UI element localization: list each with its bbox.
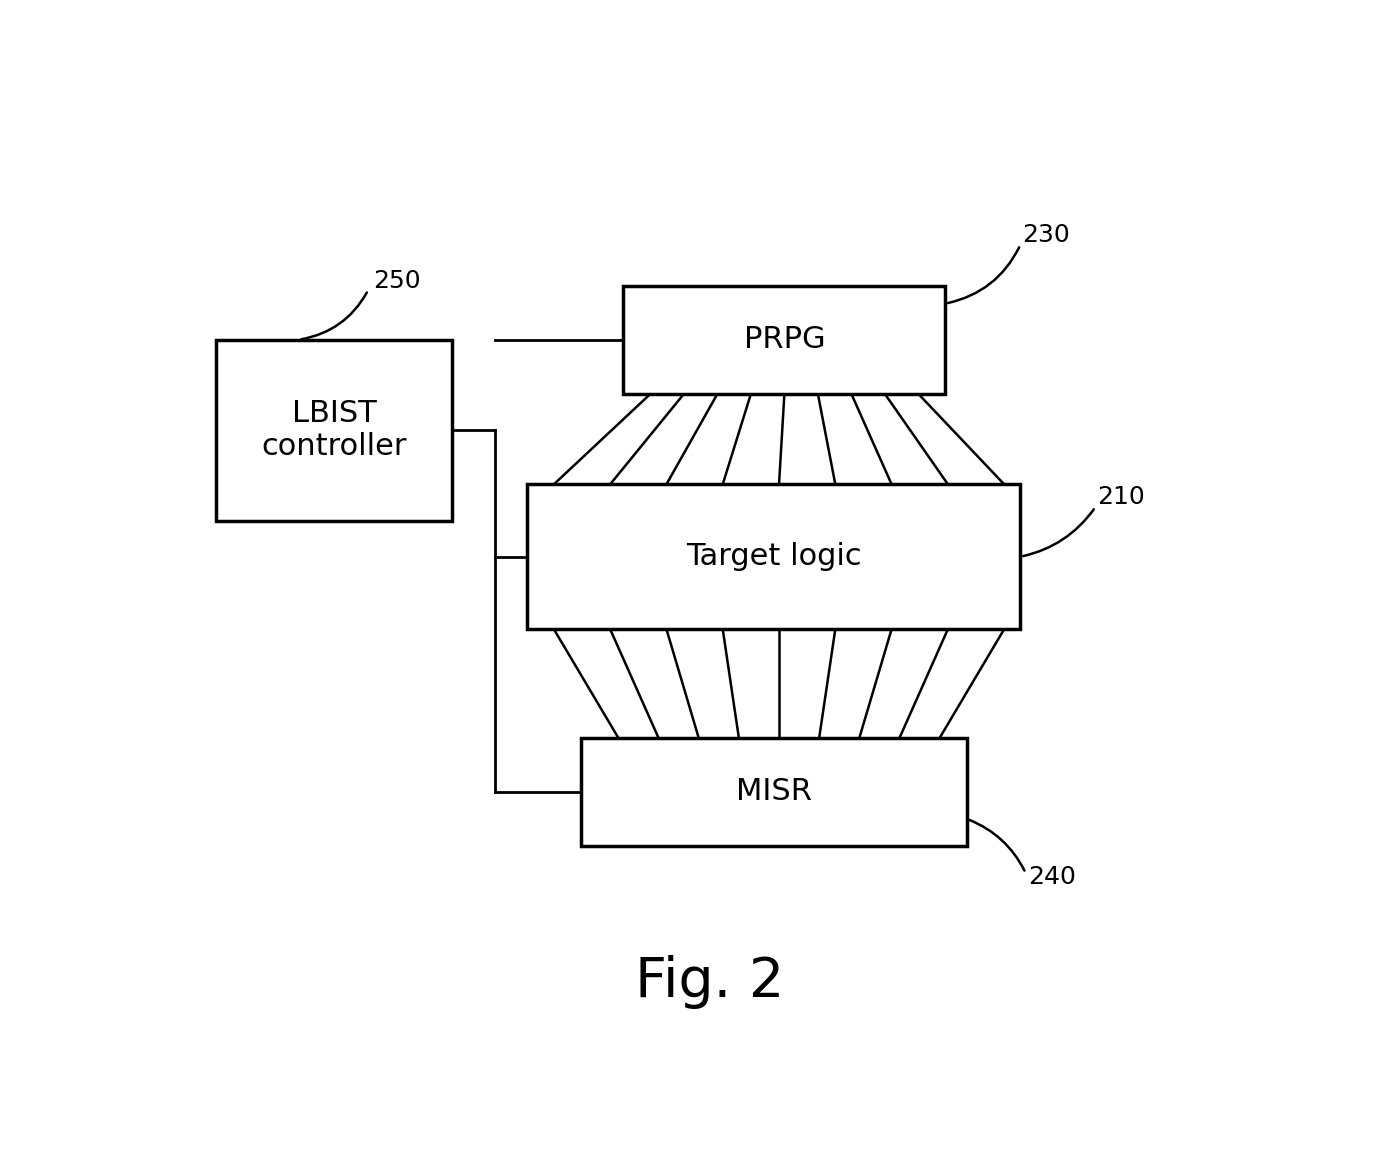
Text: MISR: MISR [736,777,811,807]
Text: Fig. 2: Fig. 2 [635,954,783,1008]
FancyBboxPatch shape [623,285,945,394]
Text: Target logic: Target logic [686,542,861,572]
Text: 240: 240 [1028,865,1075,889]
Text: 250: 250 [374,269,421,294]
Text: PRPG: PRPG [743,325,825,355]
Text: 230: 230 [1023,223,1070,247]
FancyBboxPatch shape [581,737,966,846]
Text: LBIST
controller: LBIST controller [262,399,407,461]
FancyBboxPatch shape [216,339,451,520]
FancyBboxPatch shape [527,485,1020,629]
Text: 210: 210 [1098,485,1146,510]
